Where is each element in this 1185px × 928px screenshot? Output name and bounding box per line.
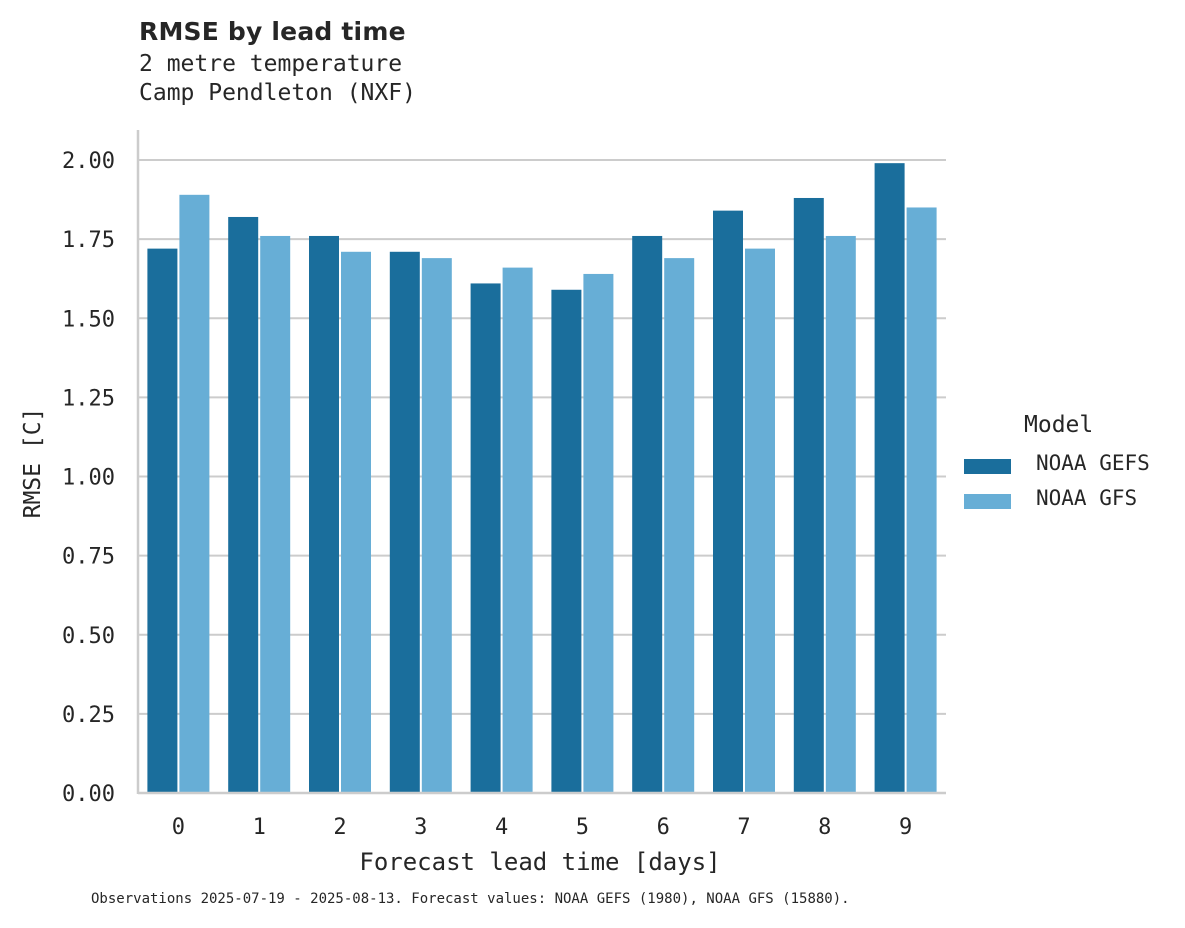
x-tick-label: 5 bbox=[576, 815, 589, 840]
x-tick-labels: 0 1 2 3 4 5 6 7 8 9 bbox=[172, 815, 912, 840]
legend-item-gfs: NOAA GFS bbox=[964, 486, 1184, 516]
bar-noaa-gfs-7 bbox=[745, 248, 775, 793]
x-tick-label: 3 bbox=[414, 815, 427, 840]
bar-noaa-gefs-9 bbox=[874, 163, 905, 794]
y-tick-label: 1.50 bbox=[62, 307, 115, 332]
y-tick-label: 0.25 bbox=[62, 703, 115, 728]
y-tick-label: 1.75 bbox=[62, 228, 115, 253]
axes bbox=[136, 130, 946, 795]
bar-noaa-gfs-6 bbox=[664, 258, 695, 793]
bar-noaa-gefs-5 bbox=[551, 289, 582, 793]
y-tick-label: 0.50 bbox=[62, 624, 115, 649]
bar-noaa-gfs-1 bbox=[260, 235, 291, 793]
bar-noaa-gefs-4 bbox=[470, 283, 501, 793]
x-tick-label: 4 bbox=[495, 815, 508, 840]
y-axis-label: RMSE [C] bbox=[20, 408, 46, 519]
footnote: Observations 2025-07-19 - 2025-08-13. Fo… bbox=[91, 891, 850, 907]
legend-label-gefs: NOAA GEFS bbox=[1036, 451, 1150, 475]
bar-noaa-gfs-8 bbox=[825, 235, 856, 793]
bar-noaa-gefs-2 bbox=[309, 235, 339, 793]
legend-label-gfs: NOAA GFS bbox=[1036, 486, 1138, 510]
bar-noaa-gfs-4 bbox=[502, 267, 533, 793]
legend-title: Model bbox=[1024, 412, 1094, 438]
bar-noaa-gefs-1 bbox=[228, 216, 259, 794]
y-tick-label: 1.25 bbox=[62, 386, 115, 411]
x-tick-label: 6 bbox=[657, 815, 670, 840]
bar-noaa-gefs-3 bbox=[389, 251, 420, 793]
bar-noaa-gfs-2 bbox=[341, 251, 371, 793]
gridlines bbox=[138, 159, 946, 794]
y-tick-label: 0.00 bbox=[62, 782, 115, 807]
bar-noaa-gfs-5 bbox=[583, 273, 614, 793]
legend-swatch-gfs bbox=[964, 494, 1011, 509]
x-tick-label: 7 bbox=[737, 815, 750, 840]
x-tick-label: 8 bbox=[818, 815, 831, 840]
chart-subtitle-location: Camp Pendleton (NXF) bbox=[139, 80, 416, 106]
x-tick-label: 9 bbox=[899, 815, 912, 840]
y-tick-label: 1.00 bbox=[62, 466, 115, 491]
x-tick-label: 2 bbox=[333, 815, 346, 840]
x-axis-label: Forecast lead time [days] bbox=[359, 848, 720, 876]
y-tick-label: 2.00 bbox=[62, 149, 115, 174]
bar-noaa-gfs-0 bbox=[179, 194, 210, 793]
bars bbox=[147, 163, 937, 794]
chart-title: RMSE by lead time bbox=[139, 17, 406, 46]
bar-noaa-gfs-3 bbox=[421, 258, 452, 793]
bar-noaa-gfs-9 bbox=[906, 207, 937, 794]
x-tick-label: 1 bbox=[253, 815, 266, 840]
chart-subtitle-variable: 2 metre temperature bbox=[139, 51, 403, 77]
bar-noaa-gefs-0 bbox=[147, 248, 178, 793]
y-tick-label: 0.75 bbox=[62, 545, 115, 570]
legend-item-gefs: NOAA GEFS bbox=[964, 451, 1184, 481]
y-tick-labels: 0.00 0.25 0.50 0.75 1.00 1.25 1.50 1.75 2.00 bbox=[62, 149, 115, 807]
bar-noaa-gefs-8 bbox=[793, 197, 824, 794]
bar-noaa-gefs-7 bbox=[713, 210, 743, 793]
x-tick-label: 0 bbox=[172, 815, 185, 840]
legend-swatch-gefs bbox=[964, 459, 1011, 474]
bar-noaa-gefs-6 bbox=[632, 235, 663, 793]
